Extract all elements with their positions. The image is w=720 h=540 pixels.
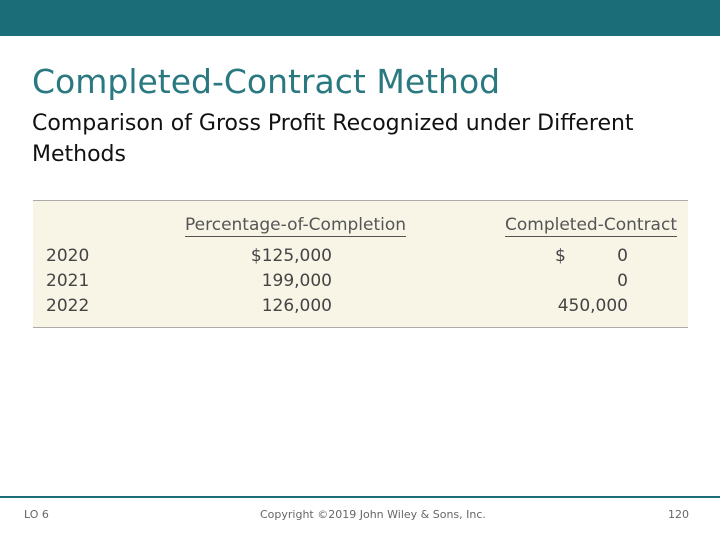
completed-value: 0 — [617, 246, 628, 266]
completed-value: 450,000 — [557, 296, 628, 316]
percentage-value: $125,000 — [250, 246, 332, 266]
year: 2021 — [46, 271, 90, 291]
percentage-value: 199,000 — [261, 271, 332, 291]
table: Percentage-of-Completion Completed-Contr… — [33, 200, 688, 328]
footer-left: LO 6 — [24, 508, 49, 521]
column-header: Completed-Contract — [505, 215, 677, 237]
top-bar — [0, 0, 720, 36]
footer-center: Copyright ©2019 John Wiley & Sons, Inc. — [260, 508, 486, 521]
year: 2020 — [46, 246, 90, 266]
percentage-value: 126,000 — [261, 296, 332, 316]
column-header: Percentage-of-Completion — [185, 215, 407, 237]
completed-value: 0 — [617, 271, 628, 291]
footer-line — [0, 496, 720, 498]
year: 2022 — [46, 296, 90, 316]
title: Completed-Contract Method — [32, 62, 501, 101]
subtitle: Comparison of Gross Profit Recognized un… — [32, 111, 634, 167]
footer-right: 120 — [668, 508, 689, 521]
currency-sign: $ — [555, 246, 566, 266]
